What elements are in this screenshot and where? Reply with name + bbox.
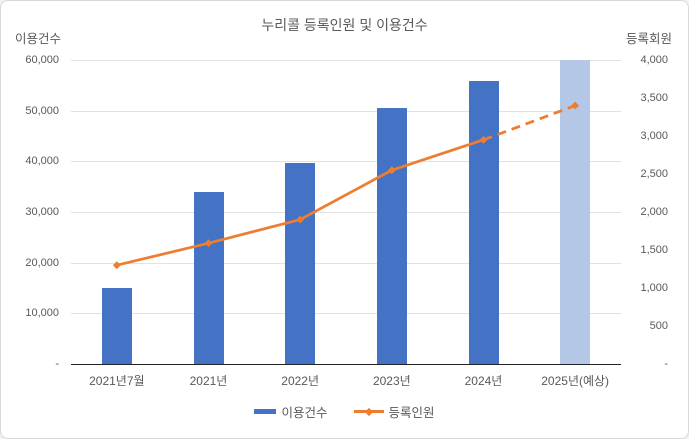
y-axis-tick-label-right: 3,000 [640,130,668,142]
gridline [71,212,621,213]
legend-label-line-series: 등록인원 [388,406,435,420]
legend: 이용건수 등록인원 [1,402,688,421]
line-marker-diamond-icon [571,101,580,110]
line-marker-diamond-icon [204,239,213,248]
y-axis-tick-label-right: 2,000 [640,206,668,218]
x-axis-line [71,363,621,365]
y-axis-tick-label-left: 60,000 [25,54,59,66]
line-marker-diamond-icon [387,166,396,175]
line-series-swatch-icon [353,407,384,416]
y-axis-tick-label-right: 4,000 [640,54,668,66]
y-axis-tick-label-left: 30,000 [25,206,59,218]
y-axis-tick-label-right: 500 [649,320,668,332]
line-marker-diamond-icon [479,135,488,144]
gridline [71,60,621,61]
left-axis-title: 이용건수 [15,32,62,46]
bar [285,162,316,364]
x-axis-label: 2024년 [464,374,503,388]
right-axis-title: 등록회원 [625,32,672,46]
bar-series-swatch-icon [254,409,277,414]
x-axis-label: 2025년(예상) [541,374,610,388]
trend-line-solid [116,138,484,267]
gridline [71,161,621,163]
x-axis-label: 2021년7월 [89,374,145,388]
y-axis-tick-label-left: 10,000 [25,307,59,320]
y-axis-tick-label-right: 1,500 [640,244,668,256]
bar [376,108,407,364]
y-axis-tick-label-right: 2,500 [640,168,668,180]
bar-projected [560,60,591,364]
x-axis-label: 2021년 [189,374,228,388]
y-axis-tick-label-right: - [664,358,668,370]
diamond-marker-icon [364,407,373,416]
y-axis-tick-label-right: 1,000 [640,282,668,294]
gridline [71,262,621,264]
legend-item-line-series: 등록인원 [353,402,435,421]
y-axis-tick-label-left: 40,000 [25,155,59,168]
plot-area [71,60,621,365]
y-axis-tick-label-left: 50,000 [25,104,59,117]
bar [193,191,224,364]
y-axis-tick-label-left: 20,000 [25,256,59,269]
y-axis-tick-label-left: - [55,358,59,370]
bar [468,81,499,364]
gridline [71,110,621,112]
bar [101,288,132,364]
gridline [71,313,621,315]
chart-title: 누리콜 등록인원 및 이용건수 [261,17,428,33]
x-axis-label: 2022년 [281,374,320,388]
legend-item-bar-series: 이용건수 [254,402,328,421]
y-axis-tick-label-right: 3,500 [640,92,668,104]
legend-label-bar-series: 이용건수 [281,406,328,420]
trend-line-dashed [483,104,576,142]
x-axis-label: 2023년 [372,374,411,388]
trend-line [112,101,580,270]
line-marker-diamond-icon [112,261,121,270]
